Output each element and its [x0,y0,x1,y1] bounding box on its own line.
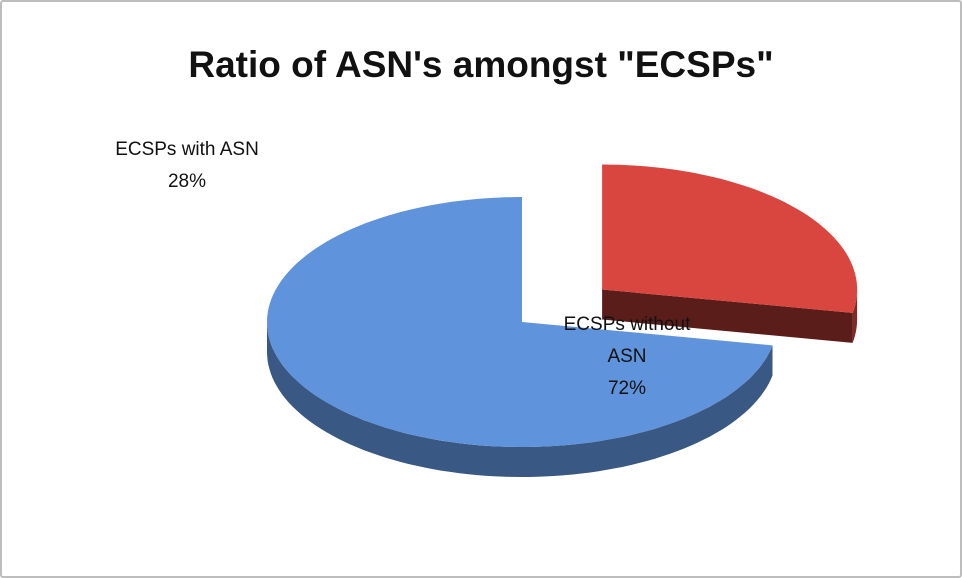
slice-value-label: 72% [607,378,647,399]
slice-value-label: 28% [167,171,207,192]
slice-side [852,289,858,343]
slice-top [602,164,858,313]
slice-label: ECSPs with ASN [115,139,259,160]
slice-face [602,289,853,343]
slice-top [267,197,773,447]
chart-title: Ratio of ASN's amongst "ECSPs" [188,44,774,85]
slice-label: ECSPs without ASN [563,314,691,367]
slice-side [267,322,773,477]
